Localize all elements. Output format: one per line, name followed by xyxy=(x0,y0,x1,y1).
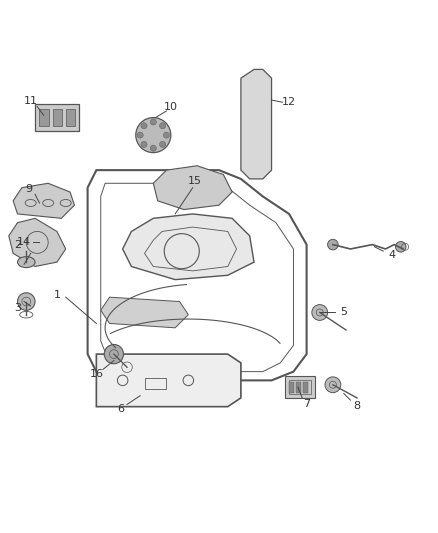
Text: 12: 12 xyxy=(282,97,296,107)
Bar xyxy=(39,109,49,126)
Circle shape xyxy=(18,293,35,310)
Circle shape xyxy=(159,123,166,129)
Text: 5: 5 xyxy=(340,308,347,318)
Text: 4: 4 xyxy=(389,249,396,260)
Polygon shape xyxy=(123,214,254,280)
Bar xyxy=(296,382,301,393)
Polygon shape xyxy=(96,354,241,407)
Polygon shape xyxy=(153,166,232,209)
Circle shape xyxy=(141,123,147,129)
Circle shape xyxy=(150,145,156,151)
Bar xyxy=(303,382,308,393)
Text: 16: 16 xyxy=(89,369,103,379)
Text: 15: 15 xyxy=(188,176,202,186)
Bar xyxy=(145,378,166,389)
Polygon shape xyxy=(241,69,272,179)
Text: 14: 14 xyxy=(17,237,31,247)
Text: 3: 3 xyxy=(14,303,21,313)
Circle shape xyxy=(137,132,143,138)
Polygon shape xyxy=(9,219,66,266)
Circle shape xyxy=(104,344,124,364)
Bar xyxy=(66,109,75,126)
Text: 9: 9 xyxy=(25,184,32,194)
Text: 8: 8 xyxy=(353,401,360,411)
Bar xyxy=(289,382,294,393)
Circle shape xyxy=(396,241,406,252)
Text: 10: 10 xyxy=(164,102,178,111)
Circle shape xyxy=(328,239,338,250)
Ellipse shape xyxy=(18,257,35,268)
Text: 2: 2 xyxy=(14,240,21,249)
Circle shape xyxy=(141,141,147,148)
Circle shape xyxy=(136,118,171,152)
Bar xyxy=(285,376,315,398)
Circle shape xyxy=(150,119,156,125)
Circle shape xyxy=(325,377,341,393)
Circle shape xyxy=(312,304,328,320)
Circle shape xyxy=(163,132,170,138)
Text: 1: 1 xyxy=(53,290,60,300)
Text: 11: 11 xyxy=(24,96,38,106)
Bar xyxy=(35,104,79,131)
Bar xyxy=(289,381,311,393)
Polygon shape xyxy=(101,297,188,328)
Text: 6: 6 xyxy=(117,404,124,414)
Polygon shape xyxy=(13,183,74,219)
Circle shape xyxy=(159,141,166,148)
Bar xyxy=(53,109,62,126)
Text: 7: 7 xyxy=(303,399,310,409)
